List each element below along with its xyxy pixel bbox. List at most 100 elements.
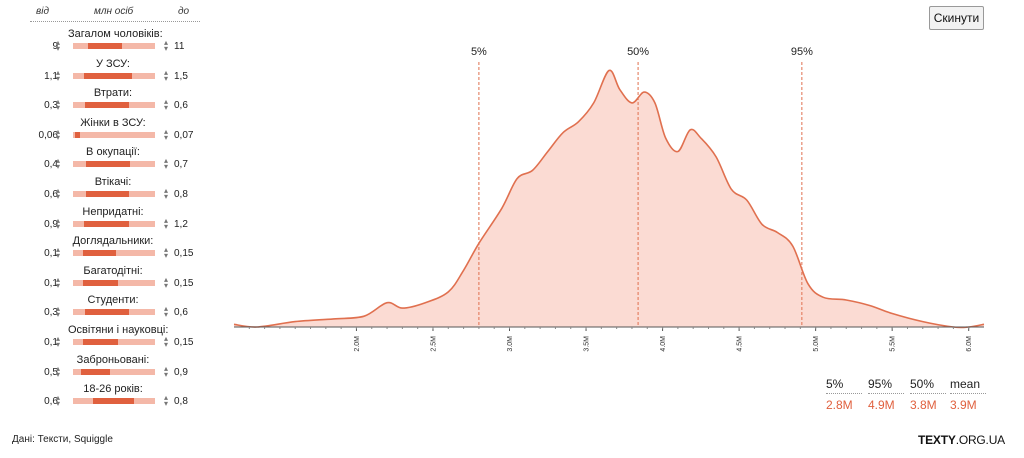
x-tick-label: 5.5M: [890, 336, 897, 352]
range-slider[interactable]: [73, 131, 155, 138]
from-stepper-icon[interactable]: ▴ ▾: [55, 245, 60, 261]
to-value[interactable]: 0,8: [174, 189, 188, 200]
range-slider-fill[interactable]: [87, 43, 123, 49]
to-value[interactable]: 0,07: [174, 129, 194, 141]
to-stepper-icon[interactable]: ▴ ▾: [163, 363, 168, 379]
range-slider-fill[interactable]: [74, 131, 80, 138]
from-value[interactable]: 0,6: [44, 396, 58, 408]
range-slider[interactable]: [73, 220, 155, 227]
from-stepper-icon[interactable]: ▴ ▾: [55, 215, 60, 231]
range-slider-fill[interactable]: [92, 398, 135, 405]
from-stepper-icon[interactable]: ▴ ▾: [55, 38, 60, 53]
to-value[interactable]: 0,15: [174, 248, 194, 260]
to-stepper-icon[interactable]: ▴ ▾: [163, 97, 168, 113]
parameter-row: Непридатні: 0,9 1,2 ▴ ▾ ▴ ▾: [30, 206, 200, 236]
range-slider-fill[interactable]: [81, 368, 110, 375]
range-slider[interactable]: [73, 43, 155, 49]
range-slider-fill[interactable]: [84, 220, 129, 227]
units-header: млн осіб: [94, 6, 134, 17]
from-value[interactable]: 0,1: [44, 337, 58, 348]
from-stepper-icon[interactable]: ▴ ▾: [55, 334, 60, 349]
parameter-label: Заброньовані:: [76, 353, 150, 366]
stats-table: 5% 2.8M 95% 4.9M 50% 3.8M mean 3.9M: [826, 377, 986, 417]
from-stepper-icon[interactable]: ▴ ▾: [55, 393, 60, 409]
parameter-row: Заброньовані: 0,5 0,9 ▴ ▾ ▴ ▾: [30, 354, 200, 384]
from-value[interactable]: 0,1: [44, 277, 58, 289]
to-header: до: [178, 6, 190, 17]
source-note: Дані: Тексти, Squiggle: [12, 434, 113, 445]
from-value[interactable]: 0,4: [44, 159, 58, 171]
range-slider-fill[interactable]: [86, 161, 131, 168]
from-value[interactable]: 0,06: [38, 129, 58, 141]
reset-button[interactable]: Скинути: [929, 6, 984, 30]
percentile-lines: 5% 50% 95%: [471, 46, 813, 327]
x-tick-label: 6.0M: [966, 336, 973, 352]
from-value[interactable]: 0,5: [44, 366, 58, 378]
from-value[interactable]: 0,6: [44, 189, 58, 200]
range-slider[interactable]: [73, 309, 155, 316]
range-slider-fill[interactable]: [86, 191, 129, 197]
to-stepper-icon[interactable]: ▴ ▾: [163, 215, 168, 231]
range-slider[interactable]: [73, 279, 155, 286]
to-value[interactable]: 1,2: [174, 218, 188, 230]
x-tick-label: 3.0M: [507, 336, 514, 352]
from-value[interactable]: 1,1: [44, 70, 58, 82]
to-value[interactable]: 0,6: [174, 100, 188, 112]
to-stepper-icon[interactable]: ▴ ▾: [163, 126, 168, 142]
range-slider[interactable]: [73, 339, 155, 345]
from-stepper-icon[interactable]: ▴ ▾: [55, 186, 60, 201]
to-stepper-icon[interactable]: ▴ ▾: [163, 274, 168, 290]
to-stepper-icon[interactable]: ▴ ▾: [163, 67, 168, 83]
from-stepper-icon[interactable]: ▴ ▾: [55, 156, 60, 172]
range-slider[interactable]: [73, 161, 155, 168]
from-stepper-icon[interactable]: ▴ ▾: [55, 304, 60, 320]
brand-logo: TEXTY.ORG.UA: [918, 433, 1005, 447]
range-slider-fill[interactable]: [82, 250, 116, 257]
range-slider[interactable]: [73, 191, 155, 197]
range-slider-fill[interactable]: [85, 102, 129, 109]
from-value[interactable]: 0,9: [44, 218, 58, 230]
to-value[interactable]: 0,15: [174, 277, 194, 289]
range-slider-fill[interactable]: [84, 72, 133, 79]
x-tick-label: 3.5M: [584, 336, 591, 352]
percentile-label: 50%: [627, 46, 649, 58]
to-stepper-icon[interactable]: ▴ ▾: [163, 186, 168, 201]
to-value[interactable]: 1,5: [174, 70, 188, 82]
brand-bold: TEXTY: [918, 433, 956, 447]
to-stepper-icon[interactable]: ▴ ▾: [163, 156, 168, 172]
to-stepper-icon[interactable]: ▴ ▾: [163, 245, 168, 261]
range-slider-fill[interactable]: [85, 309, 129, 316]
to-stepper-icon[interactable]: ▴ ▾: [163, 334, 168, 349]
from-stepper-icon[interactable]: ▴ ▾: [55, 67, 60, 83]
parameter-row: Студенти: 0,3 0,6 ▴ ▾ ▴ ▾: [30, 294, 200, 324]
stat-label: 50%: [910, 377, 946, 394]
range-slider[interactable]: [73, 368, 155, 375]
to-value[interactable]: 0,7: [174, 159, 188, 171]
from-value[interactable]: 0,3: [44, 100, 58, 112]
parameter-row: Загалом чоловіків: 9 11 ▴ ▾ ▴ ▾: [30, 28, 200, 58]
to-value[interactable]: 0,15: [174, 337, 194, 348]
x-tick-label: 5.0M: [813, 336, 820, 352]
from-value[interactable]: 0,3: [44, 307, 58, 319]
from-value[interactable]: 9: [52, 41, 58, 52]
parameter-row: Багатодітні: 0,1 0,15 ▴ ▾ ▴ ▾: [30, 265, 200, 295]
range-slider[interactable]: [73, 102, 155, 109]
to-stepper-icon[interactable]: ▴ ▾: [163, 38, 168, 53]
parameter-label: Студенти:: [87, 294, 139, 307]
range-slider-fill[interactable]: [82, 279, 119, 286]
to-value[interactable]: 11: [174, 41, 185, 52]
from-stepper-icon[interactable]: ▴ ▾: [55, 274, 60, 290]
range-slider-fill[interactable]: [82, 339, 119, 345]
range-slider[interactable]: [73, 72, 155, 79]
to-value[interactable]: 0,9: [174, 366, 188, 378]
to-value[interactable]: 0,6: [174, 307, 188, 319]
range-slider[interactable]: [73, 250, 155, 257]
from-stepper-icon[interactable]: ▴ ▾: [55, 363, 60, 379]
to-value[interactable]: 0,8: [174, 396, 188, 408]
to-stepper-icon[interactable]: ▴ ▾: [163, 304, 168, 320]
from-value[interactable]: 0,1: [44, 248, 58, 260]
to-stepper-icon[interactable]: ▴ ▾: [163, 393, 168, 409]
from-stepper-icon[interactable]: ▴ ▾: [55, 97, 60, 113]
range-slider[interactable]: [73, 398, 155, 405]
from-stepper-icon[interactable]: ▴ ▾: [55, 126, 60, 142]
